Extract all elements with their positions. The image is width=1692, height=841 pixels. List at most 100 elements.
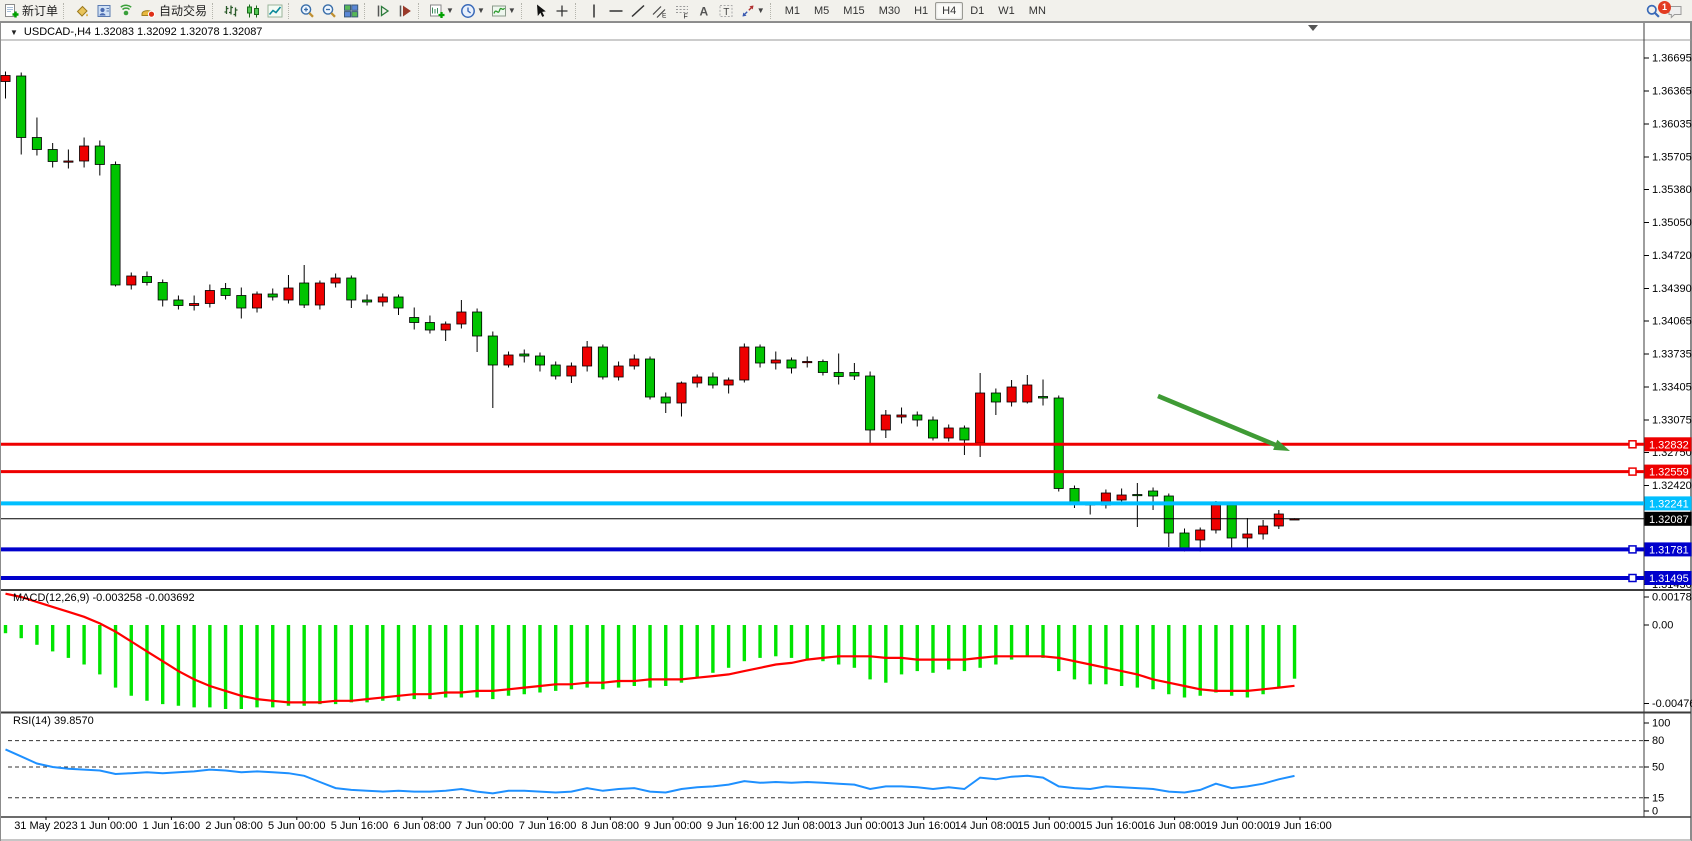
candle-body: [817, 361, 828, 373]
timeframe-MN-button[interactable]: MN: [1028, 4, 1046, 17]
candle-body: [1069, 488, 1080, 504]
hline-handle[interactable]: [1628, 467, 1637, 476]
candle-body: [707, 376, 718, 386]
candle-body: [896, 414, 907, 418]
cursor-button[interactable]: [529, 1, 551, 21]
signal-button[interactable]: [115, 1, 137, 21]
label-icon: T: [719, 4, 733, 18]
autotrading-button[interactable]: 自动交易: [137, 1, 210, 21]
timeframe-D1-button[interactable]: D1: [970, 4, 985, 17]
candle-body: [566, 365, 577, 377]
crosshair-button[interactable]: [551, 1, 573, 21]
new-chart-button[interactable]: ▼: [426, 1, 457, 21]
search-button[interactable]: [1642, 1, 1664, 21]
line-chart-icon: [267, 4, 283, 17]
candle-body: [1242, 533, 1253, 539]
zoom-in-button[interactable]: [296, 1, 318, 21]
price-tick: 1.33735: [1652, 349, 1692, 361]
trend-arrow[interactable]: [1157, 393, 1290, 451]
candle-body: [1148, 490, 1159, 497]
candle-body: [1006, 386, 1017, 403]
timeframe-M30-button[interactable]: M30: [878, 4, 901, 17]
hline-button[interactable]: [605, 1, 627, 21]
toolbar-separator: [288, 2, 294, 19]
line-chart-button[interactable]: [264, 1, 286, 21]
bar-chart-button[interactable]: [220, 1, 242, 21]
chevron-down-icon[interactable]: ▼: [446, 6, 454, 15]
candle-body: [692, 376, 703, 384]
styler-button[interactable]: [71, 1, 93, 21]
timeframe-M5-button[interactable]: M5: [814, 4, 830, 17]
profiles-button[interactable]: ▼: [457, 1, 488, 21]
notification-badge: 1: [1658, 0, 1671, 14]
chart-shift-marker[interactable]: [1308, 25, 1318, 31]
timeframe-W1-button[interactable]: W1: [998, 4, 1015, 17]
time-tick: 15 Jun 16:00: [1080, 820, 1144, 832]
candle-chart-icon: [247, 4, 260, 17]
indicators-button[interactable]: ▼: [488, 1, 519, 21]
time-tick: 16 Jun 08:00: [1143, 820, 1207, 832]
chart-forward-button[interactable]: [372, 1, 394, 21]
price-tick: 1.35050: [1652, 217, 1692, 229]
candle-body: [126, 275, 137, 286]
chevron-down-icon[interactable]: ▼: [756, 6, 765, 15]
time-tick: 19 Jun 00:00: [1205, 820, 1269, 832]
price-level-text: 1.32241: [1649, 498, 1689, 510]
candle-body: [31, 137, 42, 150]
trendline-button[interactable]: [627, 1, 649, 21]
hline-handle[interactable]: [1628, 545, 1637, 554]
candle-chart-button[interactable]: [242, 1, 264, 21]
candle-body: [519, 353, 530, 357]
time-tick: 5 Jun 00:00: [268, 820, 326, 832]
price-tick: 1.36035: [1652, 119, 1692, 131]
toolbar-separator: [574, 2, 581, 19]
price-level-text: 1.31781: [1649, 544, 1689, 556]
chevron-down-icon[interactable]: ▼: [476, 6, 485, 15]
label-button[interactable]: T: [715, 1, 737, 21]
text-button[interactable]: A: [693, 1, 715, 21]
chart-title-bar[interactable]: ▼ USDCAD-,H4 1.32083 1.32092 1.32078 1.32…: [10, 26, 267, 38]
timeframe-M15-button[interactable]: M15: [843, 4, 865, 17]
arrows-button[interactable]: ▼: [737, 1, 768, 21]
time-axis[interactable]: 31 May 2023 1 Jun 00:00 1 Jun 16:00 2 Jun 0…: [14, 817, 1332, 832]
collapse-icon[interactable]: ▼: [10, 28, 18, 37]
candle-body: [393, 296, 404, 309]
channel-button[interactable]: E: [649, 1, 671, 21]
profiles-icon: [461, 3, 475, 18]
timeframe-H1-button[interactable]: H1: [914, 4, 929, 17]
price-tick: 1.34065: [1652, 316, 1692, 328]
candle-body: [456, 311, 467, 325]
time-tick: 1 Jun 00:00: [80, 820, 138, 832]
candle-body: [802, 361, 813, 364]
price-level-label: [1644, 464, 1692, 479]
candle-body: [204, 290, 215, 304]
vline-button[interactable]: [583, 1, 605, 21]
hline-handle[interactable]: [1628, 440, 1637, 449]
timeframe-H4-button[interactable]: H4: [935, 1, 964, 20]
price-tick: 1.36365: [1652, 86, 1692, 98]
new-order-button[interactable]: 新订单: [0, 1, 61, 21]
hline-handle[interactable]: [1628, 573, 1637, 583]
chevron-down-icon[interactable]: ▼: [507, 6, 516, 15]
market-watch-icon: [97, 4, 111, 17]
tile-windows-button[interactable]: [340, 1, 362, 21]
fibonacci-button[interactable]: F: [671, 1, 693, 21]
chart-end-button[interactable]: [394, 1, 416, 21]
timeframe-M1-button[interactable]: M1: [784, 4, 800, 17]
price-axis[interactable]: 1.36695 1.36365 1.36035 1.35705 1.35380 1.350…: [1644, 53, 1692, 818]
price-level-label: [1644, 542, 1692, 557]
chat-button[interactable]: 1: [1658, 0, 1686, 21]
candle-body: [173, 299, 184, 306]
candle-body: [377, 296, 388, 303]
price-level-text: 1.32832: [1649, 439, 1689, 451]
candle-body: [676, 382, 687, 404]
candle-body: [472, 311, 483, 337]
market-watch-button[interactable]: [93, 1, 115, 21]
zoom-out-button[interactable]: [318, 1, 340, 21]
candle-body: [1195, 529, 1206, 541]
time-tick: 19 Jun 16:00: [1268, 820, 1332, 832]
price-tick: 1.33075: [1652, 415, 1692, 427]
candle-body: [251, 293, 262, 309]
candle-body: [550, 364, 561, 377]
